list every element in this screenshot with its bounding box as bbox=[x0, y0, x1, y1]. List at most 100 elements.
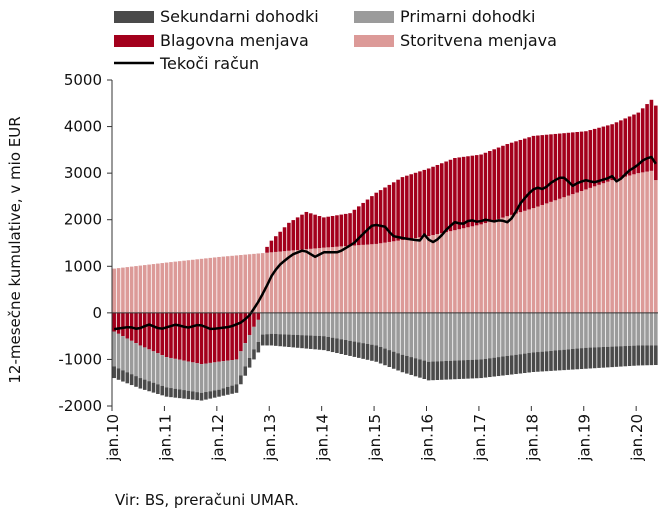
bar-segment bbox=[632, 345, 636, 366]
bar-segment bbox=[466, 156, 470, 228]
bar-segment bbox=[536, 352, 540, 372]
bar-segment bbox=[549, 350, 553, 371]
x-tick-label: jan.20 bbox=[628, 414, 646, 462]
bar-segment bbox=[295, 217, 300, 250]
bar-segment bbox=[566, 195, 571, 313]
bar-segment bbox=[160, 312, 165, 356]
bar-segment bbox=[300, 249, 304, 313]
bar-segment bbox=[269, 333, 274, 346]
bar-segment bbox=[221, 388, 226, 396]
bar-segment bbox=[645, 104, 649, 172]
bar-segment bbox=[531, 352, 536, 372]
bar-segment bbox=[592, 347, 597, 369]
bar-segment bbox=[278, 251, 282, 313]
bar-segment bbox=[614, 178, 619, 313]
bar-segment bbox=[274, 236, 278, 252]
x-tick-label: jan.17 bbox=[471, 414, 489, 462]
bar-segment bbox=[540, 351, 545, 372]
bar-segment bbox=[396, 179, 400, 241]
bar-segment bbox=[649, 312, 654, 346]
bar-segment bbox=[413, 237, 418, 313]
bar-segment bbox=[217, 389, 221, 397]
bar-segment bbox=[304, 249, 309, 313]
bar-segment bbox=[409, 174, 413, 239]
bar-segment bbox=[208, 362, 213, 392]
bar-segment bbox=[418, 312, 422, 360]
bar-segment bbox=[160, 263, 165, 313]
bar-segment bbox=[365, 244, 370, 313]
bar-segment bbox=[396, 312, 400, 354]
bar-segment bbox=[195, 392, 199, 401]
bar-segment bbox=[234, 359, 239, 385]
bar-segment bbox=[623, 118, 628, 177]
bar-segment bbox=[134, 266, 138, 313]
bar-segment bbox=[330, 337, 335, 353]
bar-segment bbox=[169, 388, 173, 398]
bar-segment bbox=[527, 353, 531, 373]
x-tick-label: jan.10 bbox=[104, 414, 122, 462]
y-tick-label: 1000 bbox=[64, 257, 102, 275]
bar-segment bbox=[121, 312, 125, 337]
bar-segment bbox=[505, 355, 510, 376]
bar-segment bbox=[365, 312, 370, 344]
bar-segment bbox=[483, 152, 488, 224]
bar-segment bbox=[396, 240, 400, 313]
bar-segment bbox=[562, 349, 566, 371]
bar-segment bbox=[156, 312, 160, 354]
bar-segment bbox=[461, 312, 466, 361]
bar-segment bbox=[252, 253, 256, 313]
bar-segment bbox=[627, 116, 632, 176]
bar-segment bbox=[614, 122, 619, 179]
bar-segment bbox=[531, 208, 536, 313]
bar-segment bbox=[588, 187, 593, 313]
bar-segment bbox=[147, 381, 151, 392]
y-tick-label: 2000 bbox=[64, 211, 102, 229]
bar-segment bbox=[474, 359, 479, 379]
bar-segment bbox=[151, 312, 156, 352]
bar-segment bbox=[269, 252, 274, 313]
bar-segment bbox=[134, 376, 138, 387]
bar-segment bbox=[173, 388, 178, 398]
bar-segment bbox=[579, 312, 584, 349]
bar-segment bbox=[195, 259, 199, 313]
bar-segment bbox=[640, 345, 645, 366]
bar-segment bbox=[116, 312, 121, 334]
bar-segment bbox=[357, 206, 361, 246]
y-tick-label: 4000 bbox=[64, 118, 102, 136]
bar-segment bbox=[138, 345, 143, 379]
bar-segment bbox=[575, 348, 579, 370]
bar-segment bbox=[400, 312, 405, 355]
bar-segment bbox=[287, 312, 291, 335]
bar-segment bbox=[308, 312, 313, 336]
y-tick-label: -1000 bbox=[58, 350, 102, 368]
bar-segment bbox=[426, 168, 431, 237]
bar-segment bbox=[549, 134, 553, 202]
bar-segment bbox=[225, 256, 230, 313]
bar-segment bbox=[514, 213, 518, 313]
y-tick-label: 5000 bbox=[64, 71, 102, 89]
bar-segment bbox=[208, 257, 213, 313]
x-tick-label: jan.19 bbox=[576, 414, 594, 462]
bar-segment bbox=[308, 213, 313, 249]
bar-segment bbox=[313, 214, 317, 249]
bar-segment bbox=[221, 312, 226, 362]
bar-segment bbox=[470, 155, 475, 227]
bar-segment bbox=[313, 248, 317, 313]
bar-segment bbox=[405, 355, 409, 374]
bar-segment bbox=[225, 360, 230, 387]
bar-segment bbox=[182, 390, 186, 399]
bar-segment bbox=[138, 378, 143, 389]
current-account-line bbox=[113, 155, 657, 331]
bar-segment bbox=[191, 312, 195, 363]
bar-segment bbox=[640, 172, 645, 313]
bar-segment bbox=[413, 172, 418, 238]
bar-segment bbox=[156, 263, 160, 313]
bar-segment bbox=[435, 234, 440, 313]
bar-segment bbox=[282, 334, 287, 347]
bar-segment bbox=[536, 312, 540, 353]
bar-segment bbox=[571, 312, 575, 349]
legend-swatch bbox=[354, 11, 394, 23]
bar-segment bbox=[129, 340, 134, 375]
bar-segment bbox=[357, 245, 361, 313]
